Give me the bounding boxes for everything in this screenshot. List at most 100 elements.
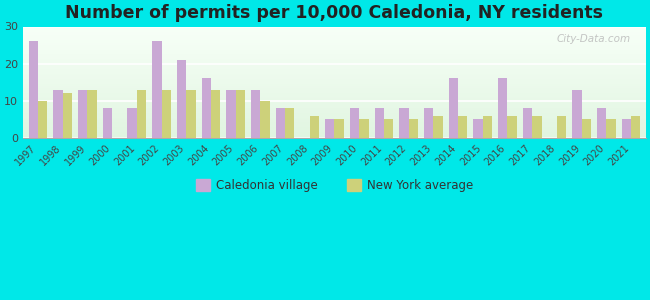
Bar [606,119,616,138]
Bar [23,66,646,67]
Bar [23,34,646,35]
Bar [557,116,566,138]
Bar [23,40,646,41]
Bar [582,119,591,138]
Bar [23,33,646,34]
Bar [359,119,369,138]
Bar [23,99,646,100]
Bar [23,44,646,45]
Bar [23,133,646,134]
Bar [23,127,646,128]
Bar [23,123,646,124]
Bar [434,116,443,138]
Bar [23,116,646,117]
Bar [23,80,646,81]
Bar [251,89,261,138]
Bar [23,108,646,109]
Bar [23,48,646,49]
Bar [23,90,646,91]
Bar [23,32,646,33]
Text: City-Data.com: City-Data.com [556,34,630,44]
Bar [523,108,532,138]
Bar [325,119,335,138]
Bar [23,106,646,107]
Bar [498,78,508,138]
Bar [202,78,211,138]
Bar [23,63,646,64]
Bar [23,69,646,70]
Bar [23,56,646,57]
Bar [23,59,646,60]
Bar [187,89,196,138]
Bar [23,130,646,131]
Bar [23,53,646,54]
Bar [177,60,187,138]
Bar [78,89,87,138]
Bar [23,73,646,74]
Bar [335,119,344,138]
Bar [23,88,646,89]
Bar [621,119,631,138]
Bar [23,137,646,138]
Bar [23,136,646,137]
Bar [62,93,72,138]
Bar [23,28,646,29]
Bar [23,120,646,121]
Bar [23,128,646,129]
Bar [23,97,646,98]
Bar [23,50,646,51]
Bar [127,108,136,138]
Bar [23,27,646,28]
Bar [23,29,646,30]
Bar [23,60,646,61]
Bar [448,78,458,138]
Bar [261,101,270,138]
Bar [23,77,646,78]
Bar [23,74,646,75]
Bar [23,31,646,32]
Bar [23,49,646,50]
Bar [136,89,146,138]
Title: Number of permits per 10,000 Caledonia, NY residents: Number of permits per 10,000 Caledonia, … [66,4,603,22]
Bar [211,89,220,138]
Bar [23,57,646,58]
Bar [384,119,393,138]
Bar [23,113,646,114]
Bar [29,41,38,138]
Bar [508,116,517,138]
Bar [23,72,646,73]
Bar [23,119,646,120]
Bar [310,116,319,138]
Bar [23,98,646,99]
Bar [23,84,646,85]
Bar [473,119,483,138]
Bar [458,116,467,138]
Bar [399,108,409,138]
Bar [23,67,646,68]
Bar [23,107,646,108]
Bar [23,94,646,95]
Bar [23,30,646,31]
Bar [23,78,646,79]
Bar [23,114,646,115]
Bar [23,122,646,123]
Bar [23,95,646,96]
Bar [23,85,646,86]
Bar [23,26,646,27]
Bar [87,89,97,138]
Bar [23,37,646,38]
Bar [23,86,646,87]
Bar [23,105,646,106]
Bar [23,100,646,101]
Bar [23,82,646,83]
Bar [23,52,646,53]
Bar [23,115,646,116]
Bar [23,75,646,76]
Bar [152,41,162,138]
Bar [23,51,646,52]
Bar [23,62,646,63]
Bar [631,116,640,138]
Bar [23,118,646,119]
Bar [285,108,294,138]
Bar [23,41,646,42]
